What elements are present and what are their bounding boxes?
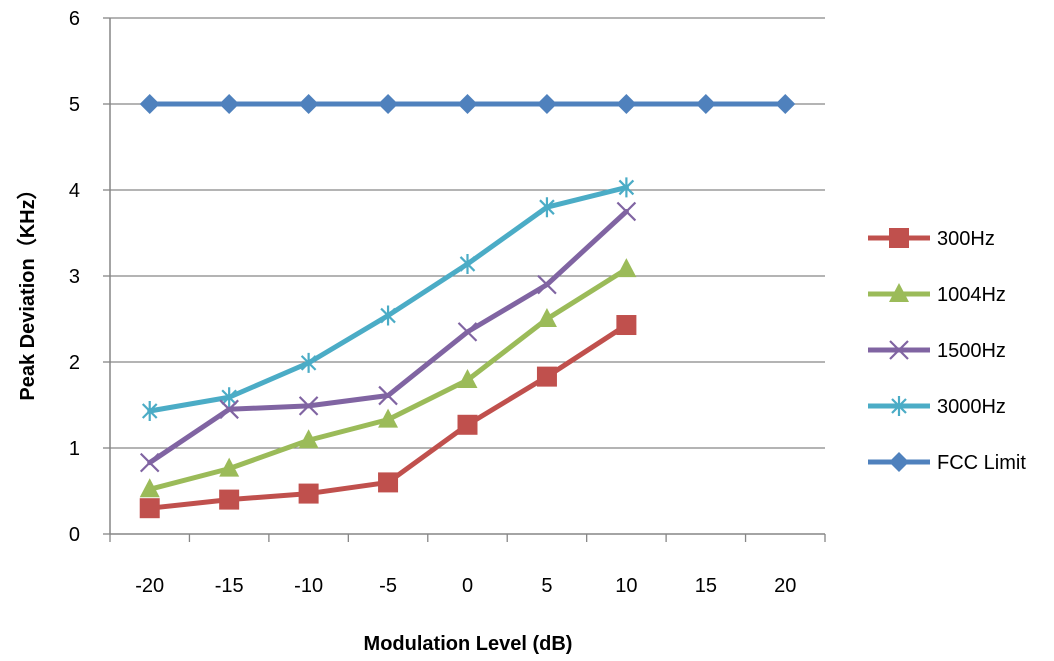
data-point-300hz <box>139 498 160 519</box>
series-layer <box>139 94 796 519</box>
x-tick-label: -10 <box>294 575 323 597</box>
data-point-1500hz <box>219 399 239 420</box>
legend: 300Hz 1004Hz 1500Hz 3000Hz FCC Limit <box>868 228 1026 474</box>
data-point-3000hz <box>300 352 317 373</box>
y-tick-label: 6 <box>69 8 80 30</box>
legend-label: 3000Hz <box>937 396 1006 418</box>
data-point-1500hz <box>298 396 319 416</box>
data-point-1500hz <box>378 385 398 406</box>
data-point-fcc-limit <box>139 94 160 114</box>
y-axis-tick-labels: 0 1 2 3 4 5 6 <box>69 8 80 546</box>
x-tick-label: -15 <box>215 575 244 597</box>
x-tick-label: 5 <box>541 575 552 597</box>
x-tick-label: 20 <box>774 575 796 597</box>
legend-marker-300hz <box>889 228 909 248</box>
legend-item-1500hz: 1500Hz <box>868 340 1006 362</box>
y-tick-label: 0 <box>69 524 80 546</box>
y-tick-label: 5 <box>69 94 80 116</box>
legend-marker-1500hz <box>889 340 909 360</box>
data-point-3000hz <box>539 197 555 218</box>
legend-label: 300Hz <box>937 228 995 250</box>
x-tick-label: 10 <box>615 575 637 597</box>
data-point-1004hz <box>378 408 399 428</box>
series-300hz <box>139 315 637 519</box>
y-axis-title: Peak Deviation（KHz） <box>16 179 39 400</box>
data-point-3000hz <box>380 305 396 326</box>
legend-label: 1500Hz <box>937 340 1006 362</box>
data-point-1500hz <box>457 322 478 342</box>
data-point-1500hz <box>139 452 160 473</box>
data-point-300hz <box>219 489 240 510</box>
legend-item-300hz: 300Hz <box>868 228 995 250</box>
y-tick-label: 3 <box>69 266 80 288</box>
legend-label: FCC Limit <box>937 452 1026 474</box>
data-point-fcc-limit <box>219 94 240 114</box>
series-1004hz <box>139 258 637 498</box>
legend-item-1004hz: 1004Hz <box>868 283 1006 306</box>
series-1500hz <box>139 201 637 473</box>
data-point-1500hz <box>616 201 637 222</box>
legend-item-fcc-limit: FCC Limit <box>868 452 1026 474</box>
data-point-fcc-limit <box>298 94 319 114</box>
data-point-1004hz <box>616 258 637 278</box>
data-point-fcc-limit <box>457 94 478 114</box>
legend-marker-1004hz <box>889 283 909 302</box>
data-point-3000hz <box>221 387 237 408</box>
data-point-300hz <box>616 315 637 336</box>
y-tick-label: 4 <box>69 180 80 202</box>
data-point-300hz <box>457 414 478 435</box>
data-point-1004hz <box>219 457 240 477</box>
data-point-300hz <box>536 366 557 387</box>
x-axis-tick-labels: -20 -15 -10 -5 0 5 10 15 20 <box>135 575 796 597</box>
data-point-3000hz <box>459 253 476 274</box>
data-point-3000hz <box>618 177 635 198</box>
y-tick-label: 1 <box>69 438 80 460</box>
x-tick-label: 0 <box>462 575 473 597</box>
legend-label: 1004Hz <box>937 284 1006 306</box>
data-point-fcc-limit <box>775 94 796 114</box>
data-point-fcc-limit <box>536 94 557 114</box>
axes <box>109 18 826 542</box>
series-fcc-limit <box>139 94 796 114</box>
data-point-300hz <box>378 472 399 493</box>
series-3000hz <box>141 177 635 422</box>
data-point-fcc-limit <box>616 94 637 114</box>
data-point-3000hz <box>141 401 158 422</box>
x-axis-title: Modulation Level (dB) <box>364 633 573 655</box>
gridlines <box>103 17 825 535</box>
x-tick-label: -5 <box>379 575 397 597</box>
data-point-1004hz <box>536 308 557 327</box>
data-point-300hz <box>298 483 319 504</box>
legend-marker-fcc-limit <box>889 452 909 472</box>
data-point-1004hz <box>298 429 319 449</box>
x-tick-label: 15 <box>695 575 717 597</box>
data-point-fcc-limit <box>695 94 716 114</box>
x-tick-label: -20 <box>135 575 164 597</box>
legend-marker-3000hz <box>891 396 907 416</box>
y-tick-label: 2 <box>69 352 80 374</box>
data-point-fcc-limit <box>378 94 399 114</box>
data-point-1004hz <box>139 478 160 498</box>
data-point-1500hz <box>537 274 557 295</box>
legend-item-3000hz: 3000Hz <box>868 396 1006 418</box>
data-point-1004hz <box>457 369 478 389</box>
